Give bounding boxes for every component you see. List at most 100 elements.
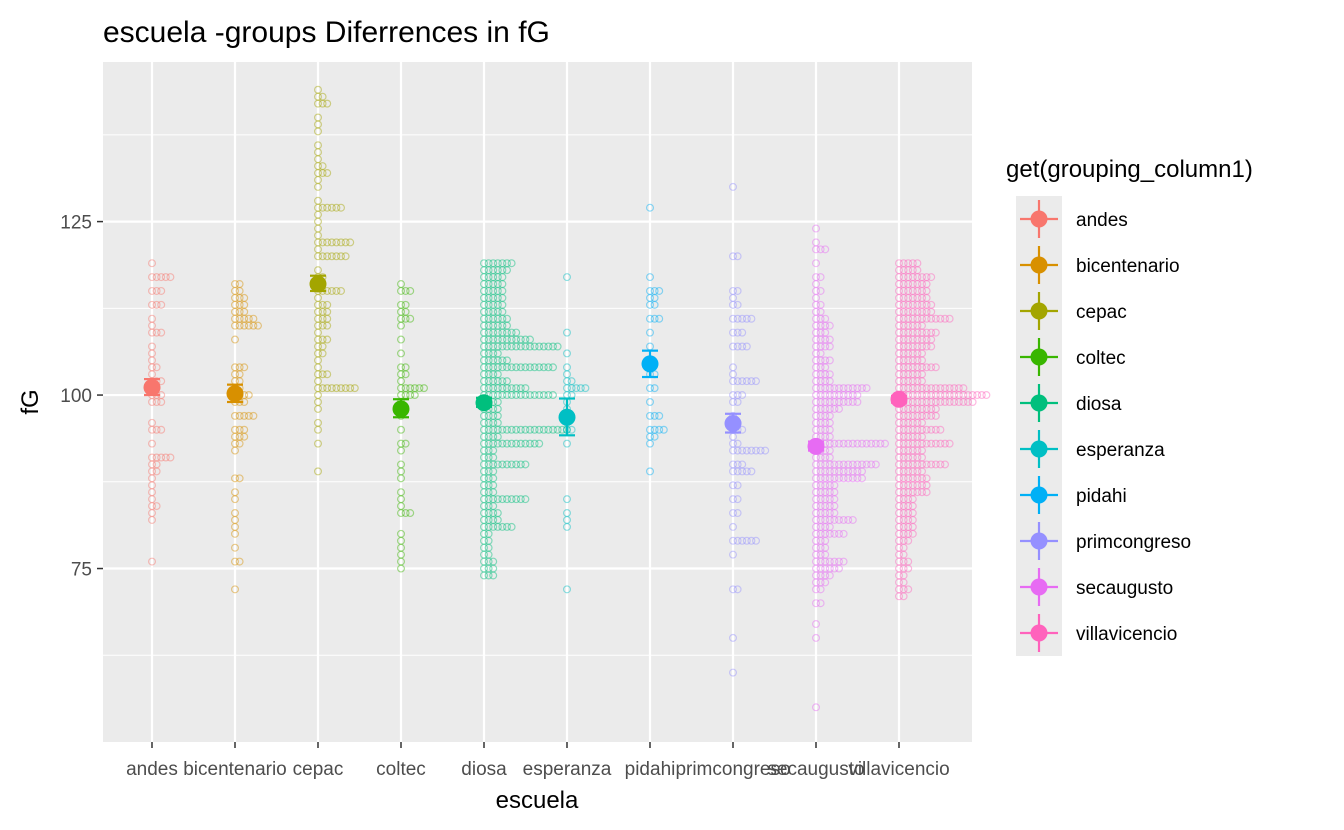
data-point — [894, 307, 903, 316]
data-point — [489, 314, 498, 323]
data-point — [821, 481, 830, 490]
data-point — [493, 460, 502, 469]
data-point — [152, 398, 161, 407]
summary-primcongreso — [724, 412, 742, 434]
data-point — [489, 300, 498, 309]
data-point — [904, 259, 913, 268]
data-point — [503, 384, 512, 393]
data-point — [844, 398, 853, 407]
data-point — [650, 384, 659, 393]
data-point — [959, 384, 968, 393]
data-point — [927, 335, 936, 344]
data-point — [152, 502, 161, 511]
data-point — [484, 259, 493, 268]
data-point — [493, 328, 502, 337]
data-point — [913, 349, 922, 358]
data-point — [539, 425, 548, 434]
data-point — [539, 363, 548, 372]
legend-title: get(grouping_column1) — [1006, 156, 1253, 183]
data-point — [240, 432, 249, 441]
data-point — [235, 370, 244, 379]
data-point — [240, 425, 249, 434]
data-point — [904, 585, 913, 594]
data-point — [655, 286, 664, 295]
data-point — [323, 370, 332, 379]
data-point — [645, 467, 654, 476]
data-point — [548, 342, 557, 351]
data-point — [489, 467, 498, 476]
data-point — [857, 467, 866, 476]
data-point — [314, 162, 323, 171]
data-point — [825, 356, 834, 365]
data-point — [484, 328, 493, 337]
data-point — [728, 633, 737, 642]
data-point — [480, 481, 489, 490]
data-point — [544, 342, 553, 351]
data-point — [148, 349, 157, 358]
data-point — [908, 370, 917, 379]
data-point — [512, 439, 521, 448]
data-point — [314, 335, 323, 344]
data-point — [484, 342, 493, 351]
data-point — [539, 342, 548, 351]
data-point — [406, 509, 415, 518]
data-point — [940, 460, 949, 469]
data-point — [927, 384, 936, 393]
data-point — [825, 564, 834, 573]
data-point — [733, 286, 742, 295]
data-point — [816, 391, 825, 400]
points-coltec — [397, 280, 429, 573]
data-point — [899, 557, 908, 566]
data-point — [484, 453, 493, 462]
data-point — [816, 488, 825, 497]
data-point — [825, 495, 834, 504]
data-point — [562, 439, 571, 448]
data-point — [839, 398, 848, 407]
data-point — [148, 363, 157, 372]
data-point — [314, 300, 323, 309]
data-point — [484, 418, 493, 427]
data-point — [562, 349, 571, 358]
data-point — [908, 495, 917, 504]
data-point — [249, 411, 258, 420]
data-point — [728, 391, 737, 400]
data-point — [825, 474, 834, 483]
data-point — [480, 571, 489, 580]
data-point — [516, 425, 525, 434]
data-point — [733, 377, 742, 386]
data-point — [816, 460, 825, 469]
data-point — [747, 467, 756, 476]
data-point — [894, 453, 903, 462]
data-point — [816, 307, 825, 316]
data-point — [314, 467, 323, 476]
data-point — [148, 273, 157, 282]
data-point — [231, 280, 240, 289]
data-point — [397, 439, 406, 448]
data-point — [503, 439, 512, 448]
data-point — [240, 411, 249, 420]
data-point — [913, 418, 922, 427]
data-point — [899, 515, 908, 524]
data-point — [880, 439, 889, 448]
data-point — [825, 425, 834, 434]
data-point — [894, 592, 903, 601]
data-point — [503, 363, 512, 372]
plot-panel — [103, 62, 972, 742]
data-point — [484, 536, 493, 545]
data-point — [954, 398, 963, 407]
data-point — [489, 293, 498, 302]
data-point — [314, 217, 323, 226]
data-point — [945, 384, 954, 393]
data-point — [867, 439, 876, 448]
data-point — [489, 280, 498, 289]
data-point — [830, 509, 839, 518]
data-point — [894, 266, 903, 275]
data-point — [489, 404, 498, 413]
legend-key-point — [1030, 302, 1048, 320]
data-point — [834, 391, 843, 400]
data-point — [231, 446, 240, 455]
legend-label: diosa — [1076, 394, 1122, 415]
data-point — [148, 356, 157, 365]
data-point — [525, 335, 534, 344]
